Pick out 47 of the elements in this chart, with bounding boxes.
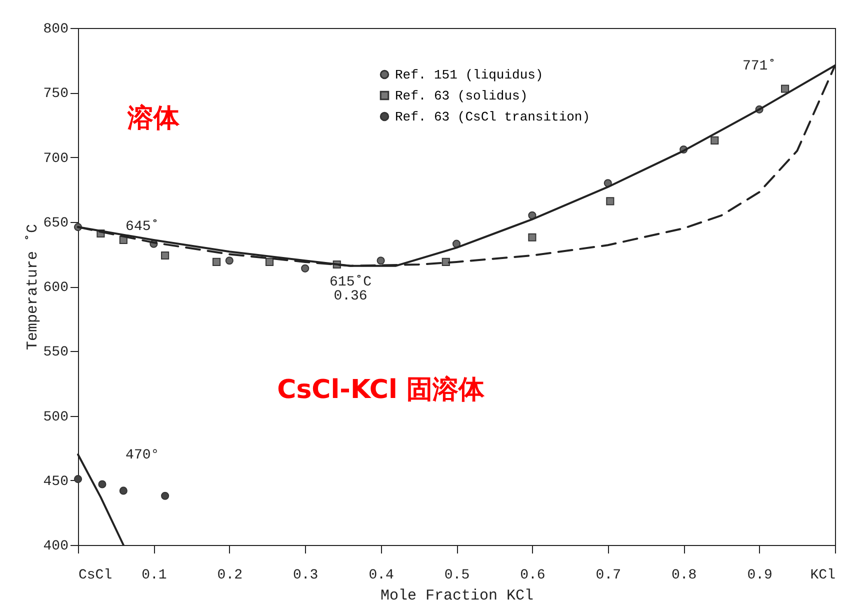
x-tick-label: 0.4 [368,568,394,584]
point [710,136,719,144]
x-tick-label: 0.2 [217,568,243,584]
legend-label: Ref. 63 (solidus) [395,88,528,104]
point [301,264,310,272]
x-tick-label: 0.7 [596,568,622,584]
x-tick-label: 0.5 [444,568,470,584]
x-tick-label: 0.3 [292,568,318,584]
annotation: 470° [126,448,160,464]
point [119,486,128,495]
x-tick-label: CsCl [78,568,112,584]
point [442,258,450,266]
point [212,258,221,266]
point [161,492,170,500]
y-tick-label: 450 [43,474,68,490]
y-axis-title: Temperature ˚C [24,224,42,350]
x-tick-label: KCl [810,568,836,584]
point [781,84,790,93]
annotation: CsCl-KCl 固溶体 [277,374,486,405]
x-tick-label: 0.6 [520,568,546,584]
point [528,233,536,242]
x-tick-label: 0.1 [142,568,167,584]
y-tick-label: 550 [43,344,68,361]
point [376,256,385,265]
legend-label: Ref. 151 (liquidus) [395,68,544,82]
y-tick-label: 400 [43,538,68,554]
point [265,258,274,266]
y-tick-label: 700 [43,150,68,167]
x-axis-title: Mole Fraction KCl [380,588,534,600]
y-tick-label: 650 [43,215,68,232]
annotation: 溶体 [126,103,181,134]
annotation: 771˚ [742,58,776,74]
point [98,480,106,488]
point [225,256,234,265]
annotation: 0.36 [334,288,368,305]
legend-label: Ref. 63 (CsCl transition) [395,110,590,124]
point [161,251,170,260]
y-tick-label: 800 [43,22,68,38]
y-tick-label: 600 [43,280,68,296]
y-tick-label: 500 [43,409,68,426]
point [606,197,614,206]
y-tick-label: 750 [43,86,68,102]
annotation: 615˚C [330,274,372,290]
point [74,475,82,484]
x-tick-label: 0.8 [671,568,697,584]
annotation: 645˚ [126,218,160,235]
x-tick-label: 0.9 [747,568,772,584]
